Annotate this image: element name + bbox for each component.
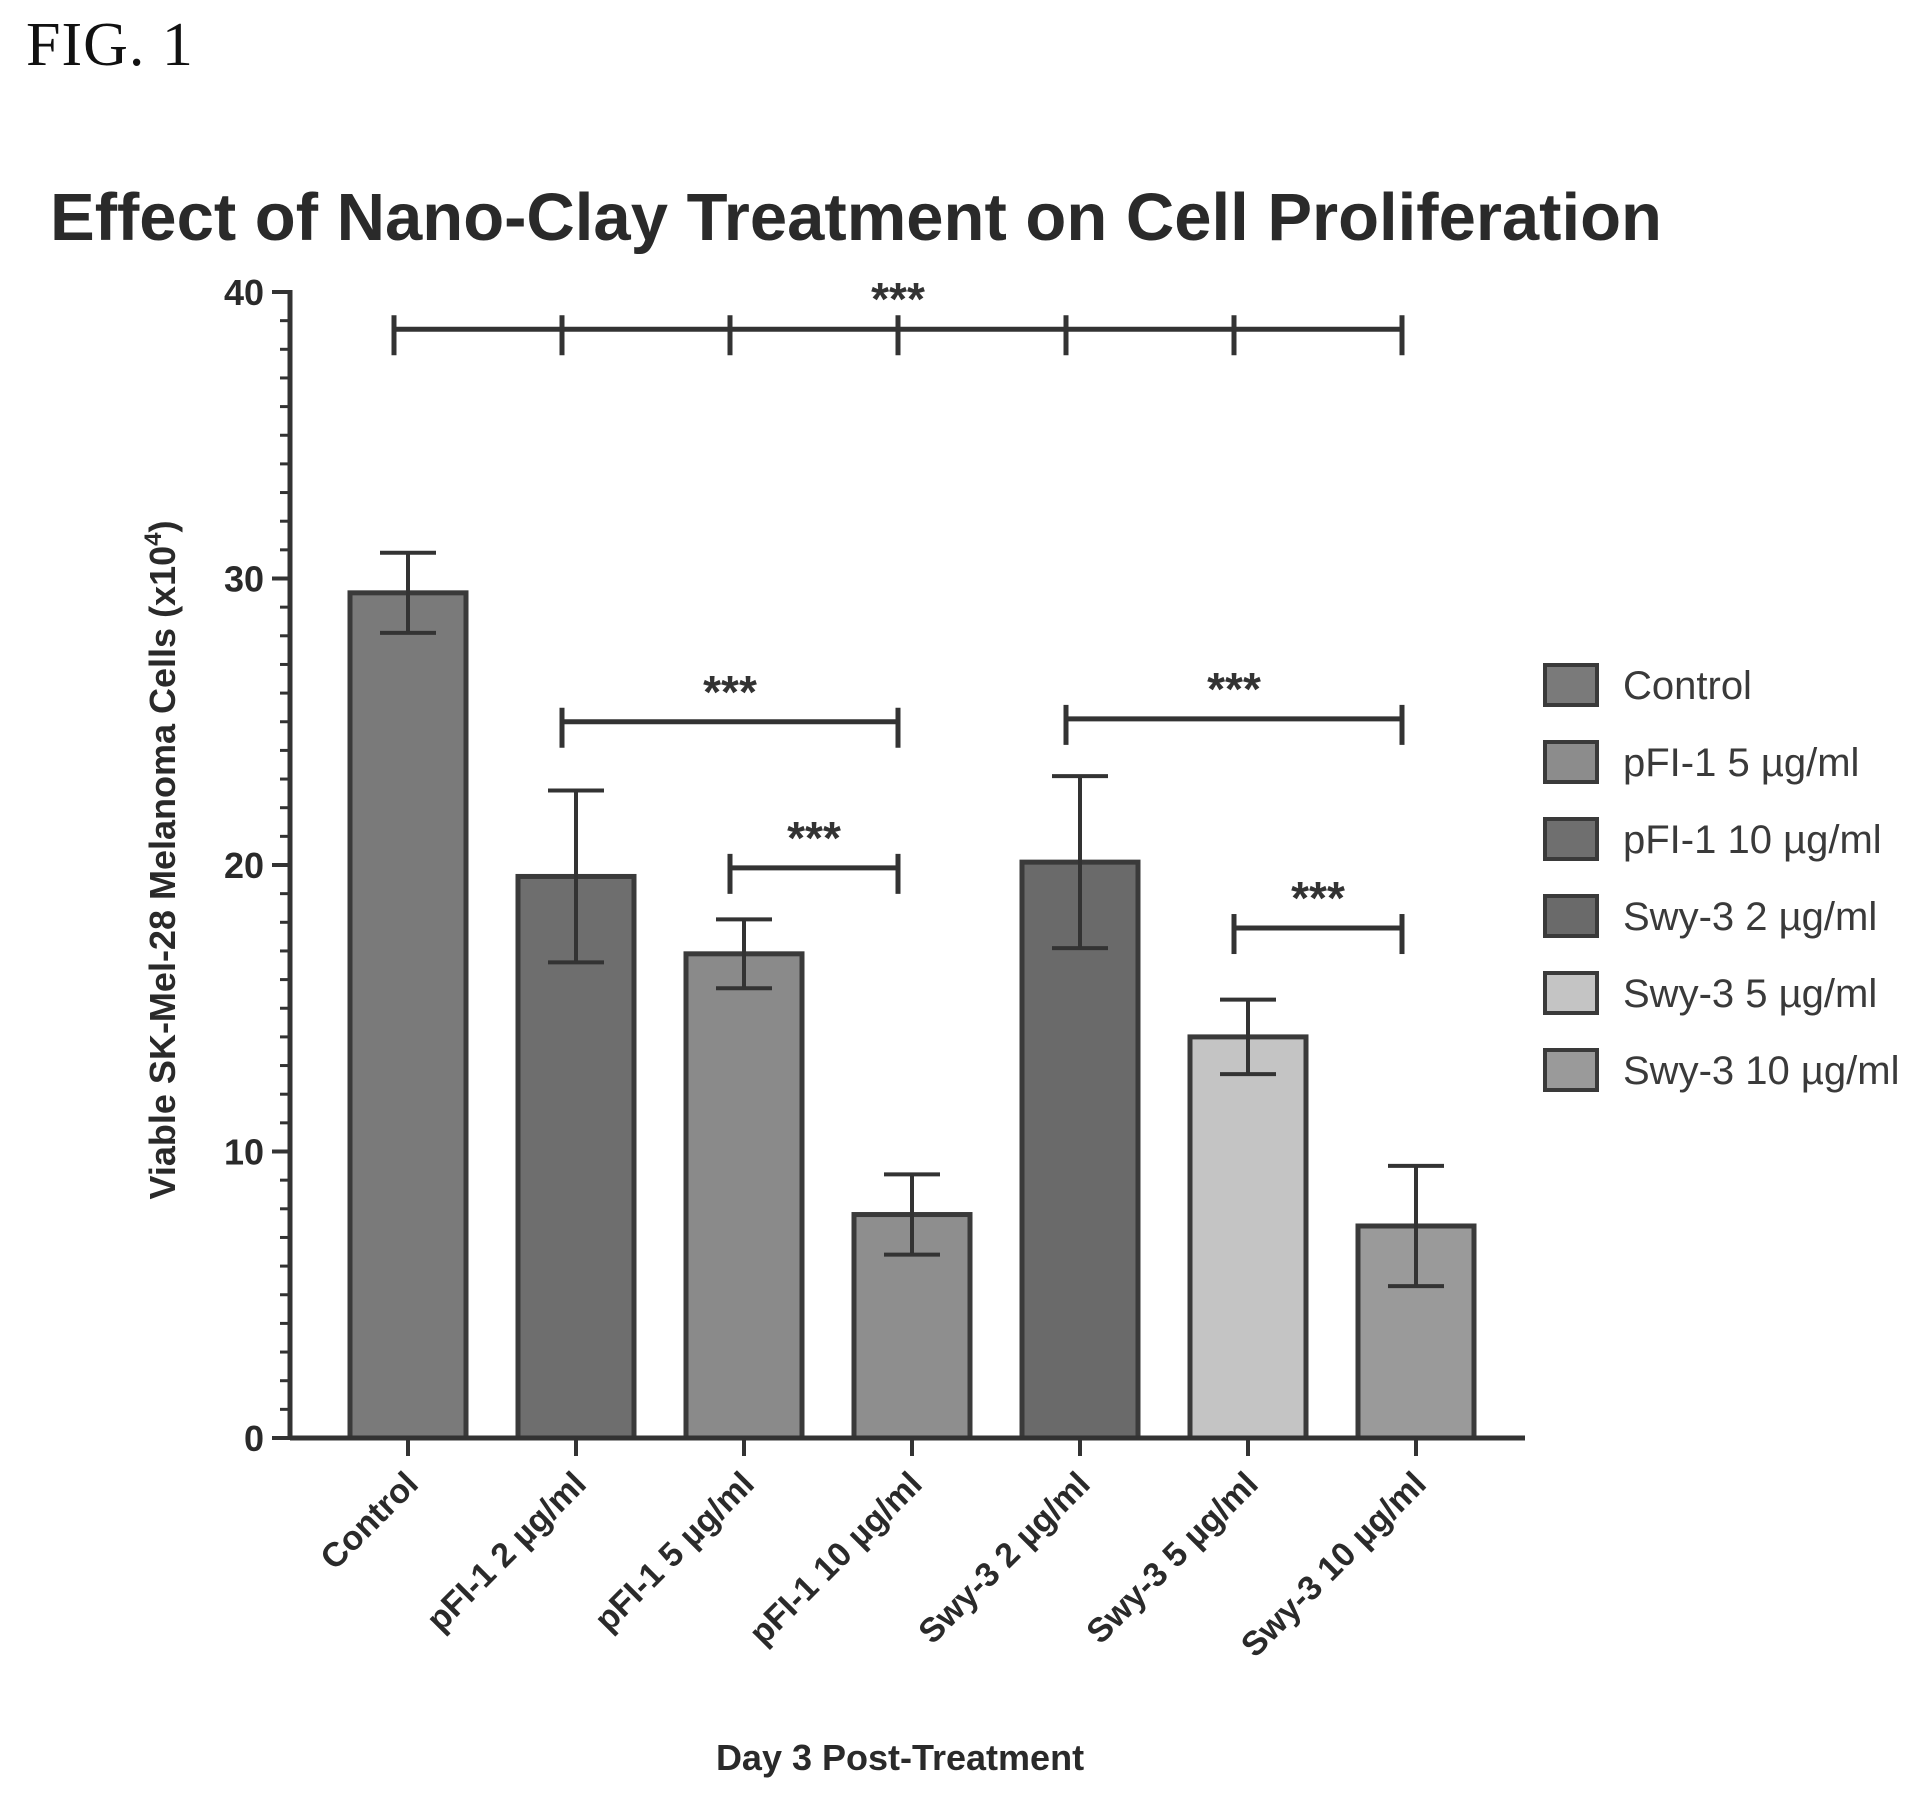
x-tick-label: Swy-3 5 µg/ml bbox=[1079, 1465, 1265, 1651]
legend-swatch-1 bbox=[1543, 663, 1599, 707]
legend: Control pFI-1 5 µg/ml pFI-1 10 µg/ml Swy-3 … bbox=[1543, 663, 1899, 1093]
x-tick-label: pFI-1 5 µg/ml bbox=[587, 1465, 761, 1639]
bar-5 bbox=[1019, 859, 1141, 1441]
legend-swatch-2 bbox=[1543, 740, 1599, 784]
legend-label-1: Control bbox=[1623, 664, 1752, 708]
x-tick-label: pFI-1 10 µg/ml bbox=[742, 1465, 930, 1653]
x-tick-label: Swy-3 10 µg/ml bbox=[1234, 1465, 1434, 1665]
y-axis-label-superscript: 4 bbox=[140, 532, 167, 546]
significance-label-3: *** bbox=[787, 812, 841, 864]
x-tick-label: Swy-3 2 µg/ml bbox=[911, 1465, 1097, 1651]
figure-label: FIG. 1 bbox=[26, 11, 194, 79]
x-tick-label: pFI-1 2 µg/ml bbox=[419, 1465, 593, 1639]
significance-label-2: *** bbox=[703, 666, 757, 718]
x-tick-label: Control bbox=[313, 1465, 425, 1577]
y-tick-label: 20 bbox=[224, 845, 264, 886]
x-axis-label: Day 3 Post-Treatment bbox=[716, 1737, 1084, 1778]
legend-label-5: Swy-3 5 µg/ml bbox=[1623, 972, 1877, 1016]
bar-6 bbox=[1187, 1034, 1309, 1441]
legend-swatch-3 bbox=[1543, 817, 1599, 861]
y-tick-label: 0 bbox=[244, 1418, 264, 1459]
y-tick-label: 10 bbox=[224, 1132, 264, 1173]
bar-1 bbox=[347, 590, 469, 1441]
y-axis-label: Viable SK-Mel-28 Melanoma Cells (x104) bbox=[140, 521, 183, 1200]
legend-label-2: pFI-1 5 µg/ml bbox=[1623, 741, 1859, 785]
significance-label-5: *** bbox=[1291, 872, 1345, 924]
y-tick-label: 30 bbox=[224, 559, 264, 600]
legend-swatch-6 bbox=[1543, 1048, 1599, 1092]
legend-label-6: Swy-3 10 µg/ml bbox=[1623, 1049, 1899, 1093]
legend-label-4: Swy-3 2 µg/ml bbox=[1623, 895, 1877, 939]
significance-label-4: *** bbox=[1207, 663, 1261, 715]
y-axis-label-suffix: ) bbox=[142, 521, 183, 533]
bar-3 bbox=[683, 951, 805, 1441]
significance-label-1: *** bbox=[871, 273, 925, 325]
legend-swatch-4 bbox=[1543, 894, 1599, 938]
svg-text:Viable SK-Mel-28 Melanoma Cell: Viable SK-Mel-28 Melanoma Cells (x104) bbox=[140, 521, 183, 1200]
y-axis-label-text: Viable SK-Mel-28 Melanoma Cells (x10 bbox=[142, 546, 183, 1200]
legend-label-3: pFI-1 10 µg/ml bbox=[1623, 818, 1882, 862]
chart-title: Effect of Nano-Clay Treatment on Cell Pr… bbox=[50, 180, 1662, 255]
legend-swatch-5 bbox=[1543, 971, 1599, 1015]
y-tick-label: 40 bbox=[224, 272, 264, 313]
